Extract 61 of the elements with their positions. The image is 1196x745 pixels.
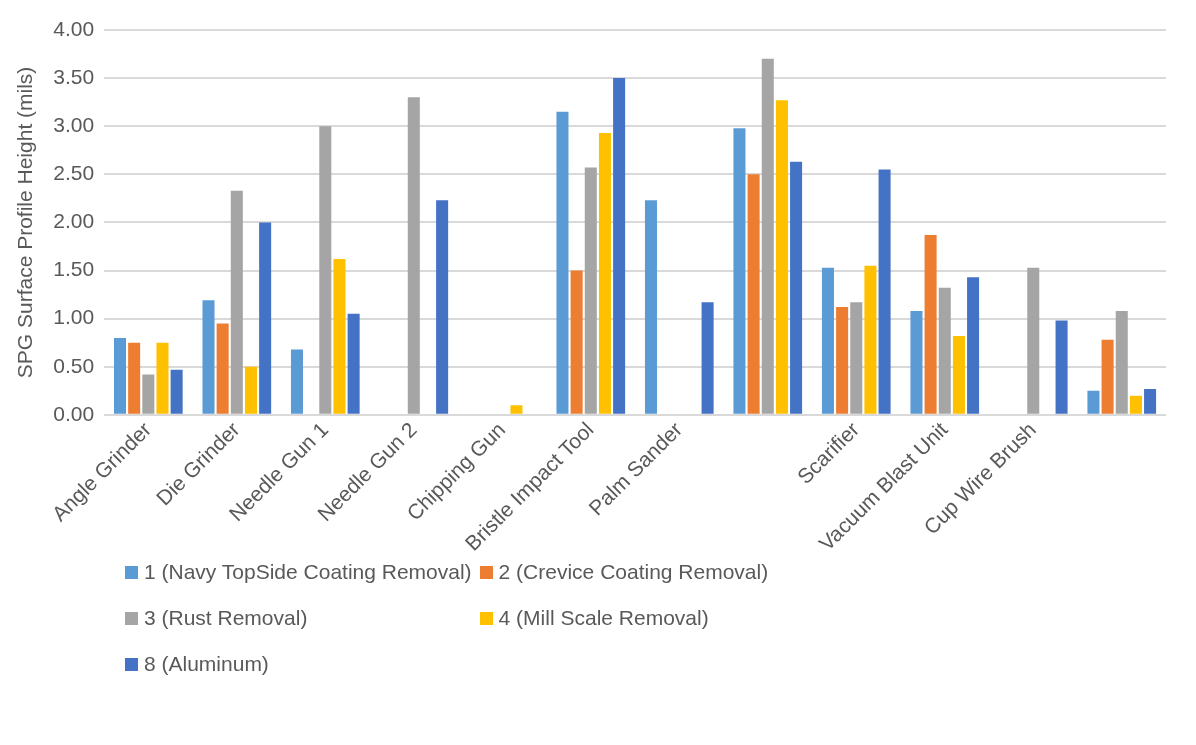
bar (128, 342, 141, 414)
bar (733, 128, 746, 414)
bar (556, 111, 569, 414)
bar (1055, 320, 1068, 414)
bar (761, 58, 774, 414)
bar (407, 97, 420, 414)
bar (1144, 388, 1157, 414)
y-tick-label: 0.50 (53, 353, 95, 377)
bar (584, 167, 597, 414)
bar (1115, 310, 1128, 414)
bar (1101, 339, 1114, 414)
bar (510, 405, 523, 414)
bar (598, 132, 611, 414)
legend-label: 8 (Aluminum) (144, 652, 269, 676)
legend-label: 3 (Rust Removal) (144, 606, 308, 630)
bar (244, 366, 257, 414)
bar (436, 200, 449, 414)
bar (878, 169, 891, 414)
bar (701, 302, 714, 414)
legend-label: 4 (Mill Scale Removal) (498, 606, 709, 630)
bar (836, 307, 849, 414)
bar (570, 270, 583, 414)
bar (156, 342, 169, 414)
bar (1027, 267, 1040, 414)
bar (790, 161, 803, 414)
bar (170, 369, 183, 414)
bar (333, 259, 346, 414)
y-axis-title: SPG Surface Profile Height (mils) (13, 66, 37, 379)
bar (775, 100, 788, 414)
bar (259, 222, 272, 414)
bar (952, 335, 965, 414)
y-tick-label: 3.50 (53, 64, 95, 88)
bar (230, 190, 243, 414)
bar (319, 126, 332, 414)
bar (924, 234, 937, 414)
legend-label: 1 (Navy TopSide Coating Removal) (144, 560, 472, 584)
bar (347, 313, 360, 414)
bar (850, 302, 863, 414)
bar (202, 300, 215, 414)
bar (613, 78, 626, 414)
bar (967, 277, 980, 414)
bar (644, 200, 657, 414)
y-tick-label: 3.00 (53, 113, 95, 137)
bar (910, 310, 923, 414)
bar (747, 174, 760, 414)
y-tick-label: 2.00 (53, 209, 95, 233)
y-tick-label: 1.50 (53, 257, 95, 281)
bar (1087, 390, 1100, 414)
y-tick-label: 4.00 (53, 16, 95, 40)
y-tick-label: 1.00 (53, 305, 95, 329)
bar (290, 349, 304, 414)
legend-label: 2 (Crevice Coating Removal) (498, 560, 769, 584)
bar (113, 337, 127, 414)
bar (1129, 395, 1142, 414)
bar (938, 287, 951, 414)
bar (864, 265, 877, 414)
y-tick-label: 0.00 (53, 401, 95, 425)
bar (142, 374, 155, 414)
bar (216, 323, 229, 414)
y-tick-label: 2.50 (53, 161, 95, 185)
bar (821, 267, 834, 414)
